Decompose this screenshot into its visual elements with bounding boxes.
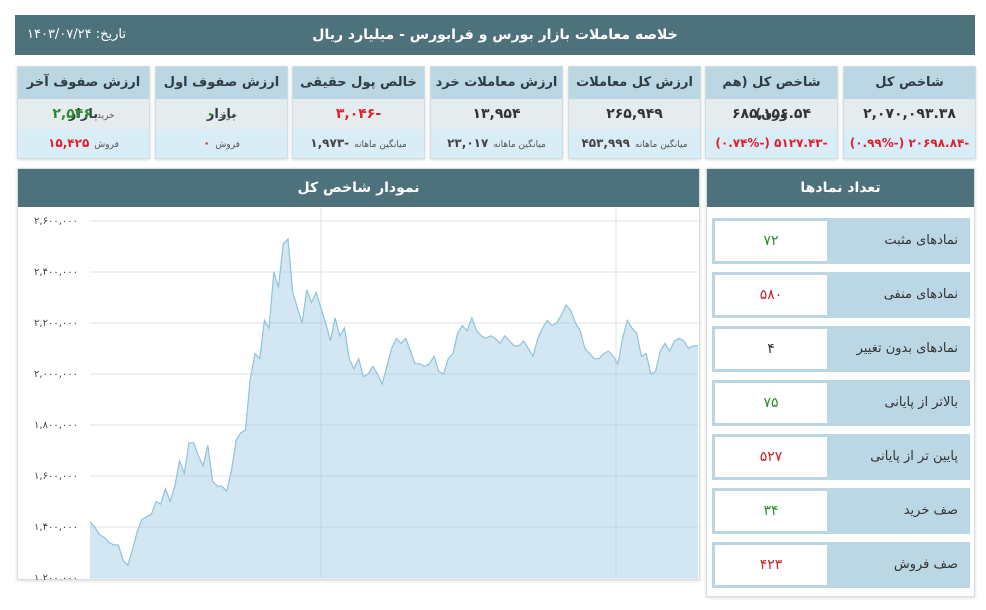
y-tick-label: ۱,۸۰۰,۰۰۰ [34, 420, 78, 431]
average-value: ۲۳,۰۱۷ [447, 136, 489, 150]
symbol-label: نمادهای بدون تغییر [856, 341, 958, 356]
y-tick-label: ۲,۰۰۰,۰۰۰ [34, 369, 78, 380]
card-title: ارزش کل معاملات [569, 67, 700, 99]
buy-label: خرید [219, 111, 238, 121]
symbol-label: نمادهای منفی [883, 287, 958, 302]
buy-row: خرید ۰ [156, 99, 287, 129]
card-value-row: -۳,۰۴۶ [293, 99, 424, 129]
symbols-title: تعداد نمادها [707, 169, 974, 207]
y-tick-label: ۱,۶۰۰,۰۰۰ [34, 471, 78, 482]
stat-card: شاخص کل ۲,۰۷۰,۰۹۳.۳۸ -۲۰۶۹۸.۸۴ (-۰.۹۹%) [843, 66, 976, 159]
card-change: -۲۰۶۹۸.۸۴ (-۰.۹۹%) [849, 136, 970, 150]
stat-card: خالص پول حقیقی -۳,۰۴۶ میانگین ماهانه -۱,۹۷۳ [292, 66, 425, 159]
card-title: شاخص کل [844, 67, 975, 99]
symbol-count: ۵۸۰ [715, 275, 827, 315]
card-value-row: ۲۶۵,۹۴۹ [569, 99, 700, 129]
sell-label: فروش [215, 140, 240, 150]
header-bar: خلاصه معاملات بازار بورس و فرابورس - میل… [15, 15, 975, 55]
card-value: ۲,۰۷۰,۰۹۳.۳۸ [863, 106, 956, 122]
average-value: -۱,۹۷۳ [310, 136, 350, 150]
header-title: خلاصه معاملات بازار بورس و فرابورس - میل… [312, 27, 678, 43]
average-label: میانگین ماهانه [634, 140, 688, 150]
card-title: شاخص کل (هم وزن) [706, 67, 837, 122]
average-label: میانگین ماهانه [354, 140, 407, 150]
y-tick-label: ۲,۲۰۰,۰۰۰ [34, 318, 78, 329]
symbol-label: صف فروش [893, 557, 958, 572]
symbol-row: پایین تر از پایانی ۵۲۷ [712, 434, 970, 480]
card-value: ۲۶۵,۹۴۹ [606, 106, 663, 122]
chart-title: نمودار شاخص کل [18, 169, 699, 207]
stat-card: ارزش صفوف اول بازارخرید ۰ فروش ۰ [155, 66, 288, 159]
card-change-row: -۵۱۲۷.۴۳ (-۰.۷۴%) [706, 129, 837, 158]
header-date: تاریخ: ۱۴۰۳/۰۷/۲۴ [27, 27, 127, 42]
card-value-row: ۱۳,۹۵۴ [431, 99, 562, 129]
symbol-count: ۳۴ [715, 491, 827, 531]
y-tick-label: ۱,۲۰۰,۰۰۰ [34, 573, 78, 580]
symbol-row: نمادهای بدون تغییر ۴ [712, 326, 970, 372]
average-label: میانگین ماهانه [493, 140, 546, 150]
symbol-count: ۴ [715, 329, 827, 369]
symbol-count: ۴۲۳ [715, 545, 827, 585]
y-tick-label: ۱,۴۰۰,۰۰۰ [34, 522, 78, 533]
average-value: ۴۵۳,۹۹۹ [581, 136, 630, 150]
chart: ۱,۲۰۰,۰۰۰ ۱,۴۰۰,۰۰۰ ۱,۶۰۰,۰۰۰ ۱,۸۰۰,۰۰۰ ۲,۰۰… [34, 208, 698, 580]
stat-card: ارزش معاملات خرد ۱۳,۹۵۴ میانگین ماهانه ۲۳,۰… [430, 66, 563, 159]
sell-row: فروش ۰ [156, 129, 287, 158]
card-value-row: ۶۸۵,۱۵۶.۵۴ [706, 99, 837, 129]
symbol-row: صف فروش ۴۲۳ [712, 542, 970, 588]
card-title: ارزش صفوف اول بازار [156, 67, 287, 122]
y-tick-label: ۲,۶۰۰,۰۰۰ [34, 216, 78, 227]
symbol-row: نمادهای منفی ۵۸۰ [712, 272, 970, 318]
sell-value: ۰ [203, 136, 211, 150]
stat-card: شاخص کل (هم وزن)۶۸۵,۱۵۶.۵۴ -۵۱۲۷.۴۳ (-۰.۷… [705, 66, 838, 159]
card-title: ارزش معاملات خرد [431, 67, 562, 99]
buy-value: ۰ [205, 106, 215, 122]
symbol-row: صف خرید ۳۴ [712, 488, 970, 534]
stat-card: ارزش صفوف آخر بازارخرید ۲,۵۴۶ فروش ۱۵,۴۲۵ [17, 66, 150, 159]
card-average-row: میانگین ماهانه ۲۳,۰۱۷ [431, 129, 562, 158]
card-change-row: -۲۰۶۹۸.۸۴ (-۰.۹۹%) [844, 129, 975, 158]
sell-label: فروش [94, 140, 119, 150]
y-tick-label: ۲,۴۰۰,۰۰۰ [34, 267, 78, 278]
card-average-row: میانگین ماهانه -۱,۹۷۳ [293, 129, 424, 158]
area-line [89, 237, 698, 567]
sell-value: ۱۵,۴۲۵ [48, 136, 90, 150]
symbol-row: نمادهای مثبت ۷۲ [712, 218, 970, 264]
symbol-count: ۷۵ [715, 383, 827, 423]
buy-value: ۲,۵۴۶ [52, 106, 92, 122]
buy-label: خرید [96, 111, 115, 121]
card-title: ارزش صفوف آخر بازار [18, 67, 149, 122]
card-value: ۱۳,۹۵۴ [472, 106, 521, 122]
card-value: -۳,۰۴۶ [335, 106, 382, 122]
symbol-count: ۵۲۷ [715, 437, 827, 477]
area-fill [90, 238, 698, 578]
symbol-label: پایین تر از پایانی [870, 449, 958, 464]
symbol-count: ۷۲ [715, 221, 827, 261]
card-average-row: میانگین ماهانه ۴۵۳,۹۹۹ [569, 129, 700, 158]
sell-row: فروش ۱۵,۴۲۵ [18, 129, 149, 158]
buy-row: خرید ۲,۵۴۶ [18, 99, 149, 129]
symbol-label: نمادهای مثبت [884, 233, 958, 248]
symbol-label: صف خرید [903, 503, 958, 518]
stat-card: ارزش کل معاملات ۲۶۵,۹۴۹ میانگین ماهانه ۴۵۳,… [568, 66, 701, 159]
card-change: -۵۱۲۷.۴۳ (-۰.۷۴%) [715, 136, 828, 150]
card-value: ۶۸۵,۱۵۶.۵۴ [732, 106, 811, 122]
card-value-row: ۲,۰۷۰,۰۹۳.۳۸ [844, 99, 975, 129]
card-title: خالص پول حقیقی [293, 67, 424, 99]
symbol-label: بالاتر از پایانی [884, 395, 958, 410]
symbol-row: بالاتر از پایانی ۷۵ [712, 380, 970, 426]
